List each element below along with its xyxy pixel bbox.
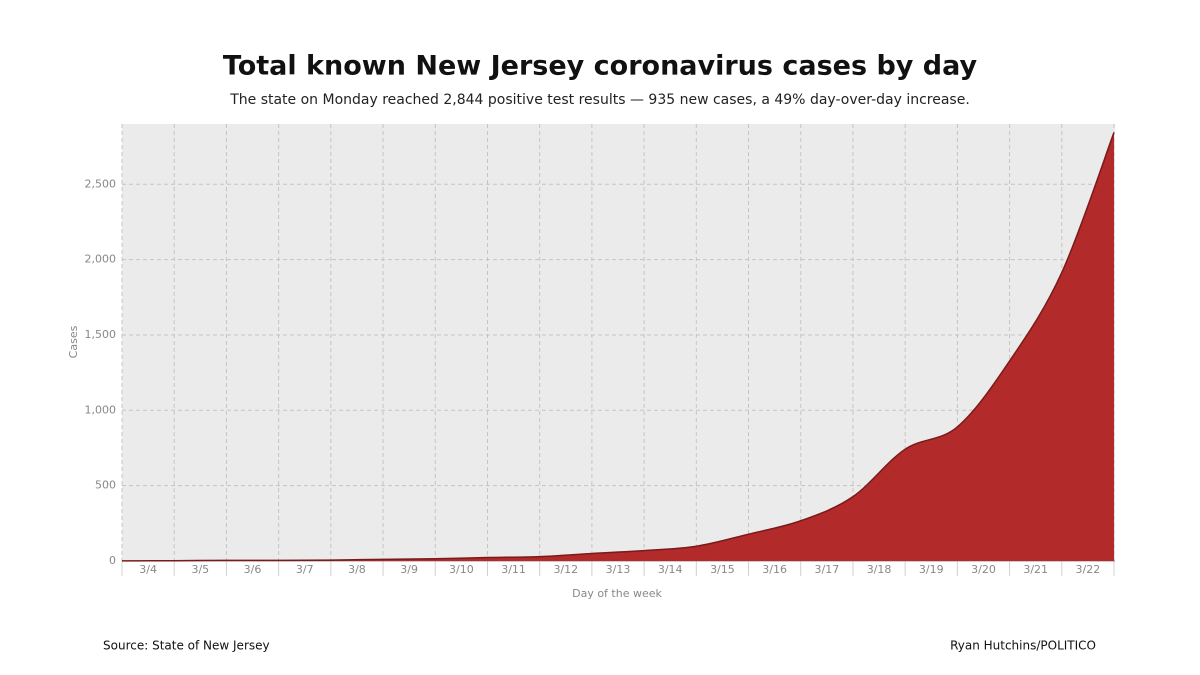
credit: Ryan Hutchins/POLITICO bbox=[950, 639, 1096, 653]
y-tick-label: 2,000 bbox=[85, 253, 117, 266]
y-tick-label: 1,000 bbox=[85, 403, 117, 416]
x-tick-label: 3/13 bbox=[606, 563, 631, 576]
x-tick-label: 3/4 bbox=[139, 563, 157, 576]
x-tick-label: 3/11 bbox=[501, 563, 526, 576]
x-tick-label: 3/10 bbox=[449, 563, 474, 576]
y-tick-label: 1,500 bbox=[85, 328, 117, 341]
area bbox=[122, 132, 1114, 562]
x-tick-label: 3/20 bbox=[971, 563, 996, 576]
y-axis-title: Cases bbox=[67, 325, 80, 358]
x-tick-label: 3/9 bbox=[400, 563, 418, 576]
x-tick-label: 3/22 bbox=[1076, 563, 1101, 576]
y-tick-label: 500 bbox=[95, 479, 116, 492]
x-axis-title: Day of the week bbox=[572, 587, 662, 600]
x-tick-label: 3/15 bbox=[710, 563, 735, 576]
x-tick-label: 3/7 bbox=[296, 563, 314, 576]
chart-subtitle: The state on Monday reached 2,844 positi… bbox=[229, 92, 970, 108]
x-tick-label: 3/19 bbox=[919, 563, 944, 576]
x-tick-label: 3/21 bbox=[1023, 563, 1048, 576]
x-tick-label: 3/17 bbox=[814, 563, 839, 576]
area-line bbox=[121, 132, 1115, 562]
chart-title: Total known New Jersey coronavirus cases… bbox=[223, 51, 978, 82]
y-tick-label: 2,500 bbox=[85, 177, 117, 190]
x-tick-label: 3/14 bbox=[658, 563, 683, 576]
x-tick-label: 3/18 bbox=[867, 563, 892, 576]
x-tick-label: 3/6 bbox=[244, 563, 262, 576]
x-tick-label: 3/5 bbox=[191, 563, 209, 576]
y-tick-label: 0 bbox=[109, 554, 116, 567]
x-tick-label: 3/8 bbox=[348, 563, 366, 576]
x-tick-label: 3/12 bbox=[553, 563, 578, 576]
x-tick-label: 3/16 bbox=[762, 563, 787, 576]
source: Source: State of New Jersey bbox=[103, 639, 270, 653]
